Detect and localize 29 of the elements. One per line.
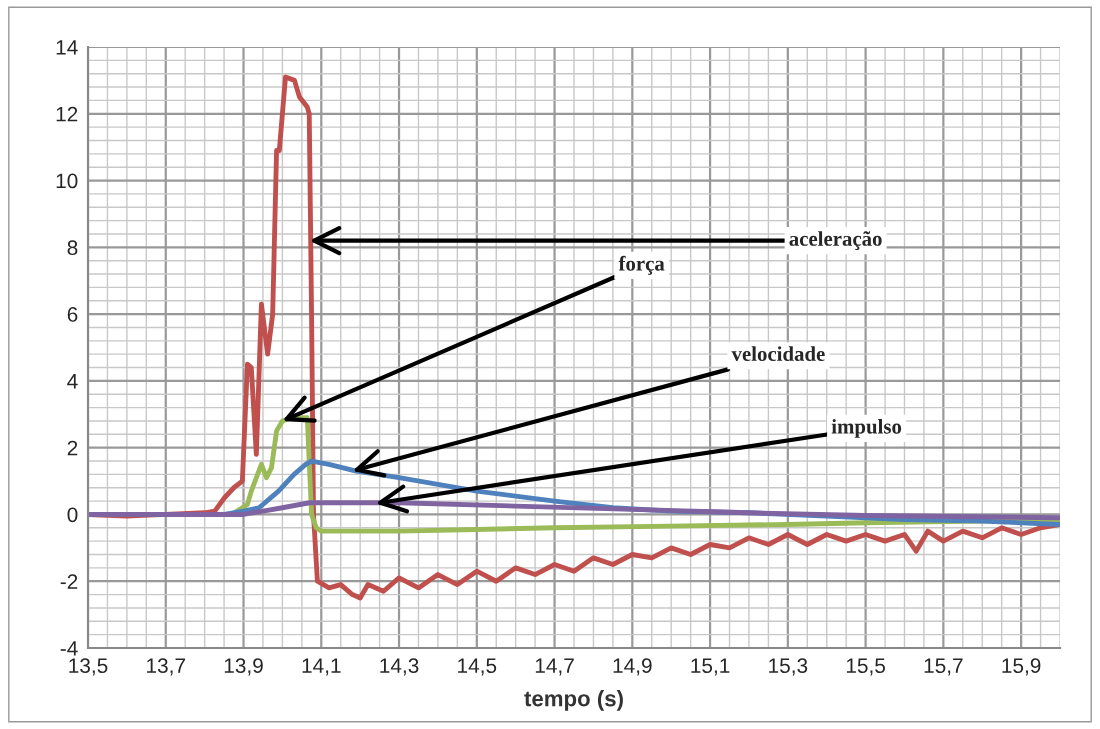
y-tick-label: 0 [67,507,78,523]
x-tick-label: 15,1 [691,658,730,676]
x-tick-label: 13,7 [147,658,185,676]
x-tick-label: 14,3 [380,658,419,676]
y-tick-label: 2 [67,440,78,456]
y-tick-label: -4 [60,641,78,656]
x-tick-label: 15,7 [924,658,963,676]
y-tick-label: 4 [67,374,78,389]
x-tick-label: 13,5 [69,658,108,676]
y-tick-label: 6 [67,307,78,322]
x-tick-label: 13,9 [224,658,263,676]
x-tick-label: 15,5 [846,658,885,676]
y-tick-label: 12 [56,106,78,122]
x-tick-label: 15,9 [1002,658,1041,676]
annotation: força [618,255,665,275]
x-axis-title: tempo (s) [524,690,623,711]
line-series [88,500,1060,521]
annotation: impulso [831,418,902,438]
y-tick-label: 10 [56,173,78,189]
annotation: aceleração [789,231,882,250]
x-tick-label: 15,3 [769,658,808,676]
x-tick-label: 14,5 [458,658,497,676]
y-tick-label: 8 [67,240,78,256]
x-tick-label: 14,1 [302,658,341,676]
x-tick-label: 14,7 [535,658,574,676]
y-tick-label: -2 [60,574,78,589]
y-tick-label: 14 [56,40,78,55]
x-tick-label: 14,9 [613,658,652,676]
annotation: velocidade [731,346,825,361]
